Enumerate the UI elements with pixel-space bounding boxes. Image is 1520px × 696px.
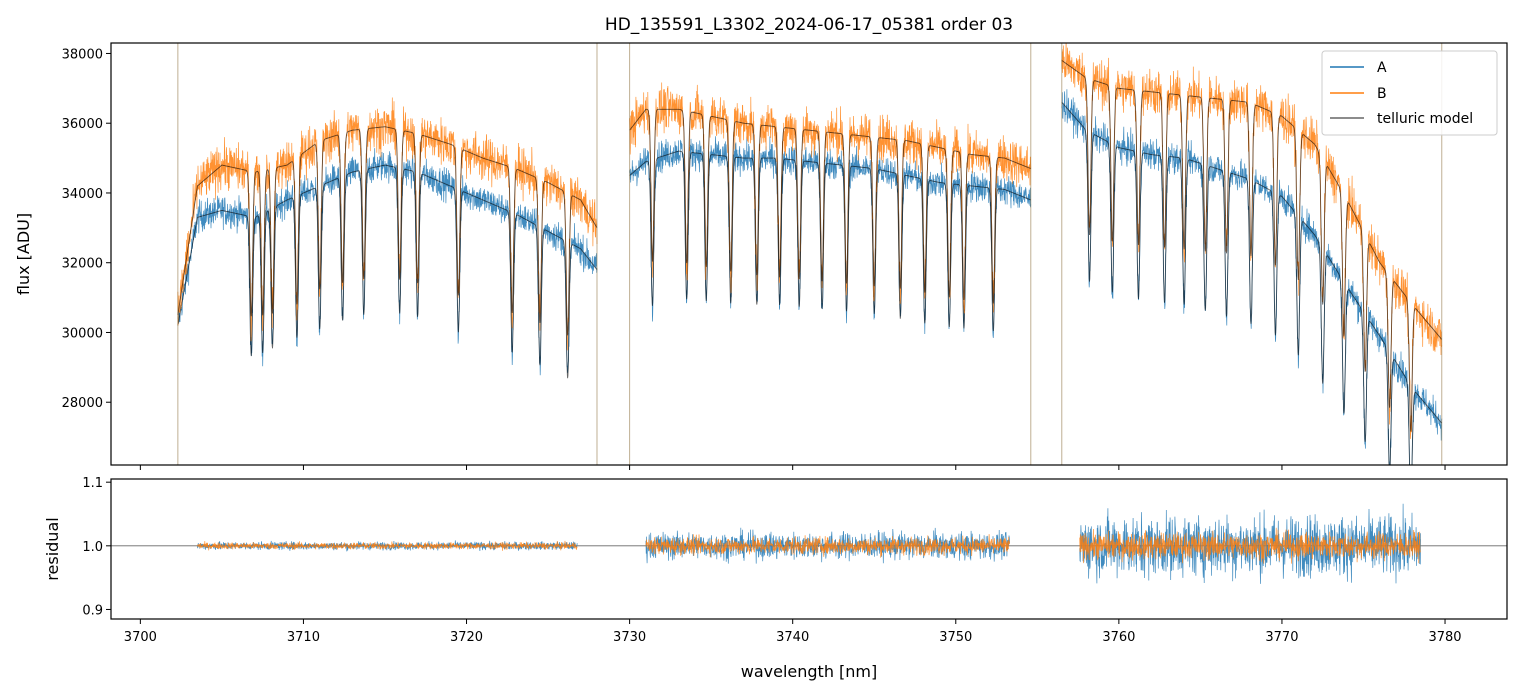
flux-series-b-segment-1	[177, 97, 598, 351]
flux-y-ticks: 28000 30000 32000 34000 36000 38000	[62, 47, 111, 411]
flux-y-axis-label: flux [ADU]	[14, 213, 33, 295]
x-tick-label: 3760	[1102, 630, 1135, 645]
legend-box	[1321, 50, 1498, 136]
x-tick-label: 3700	[124, 630, 157, 645]
x-axis-label: wavelength [nm]	[741, 662, 878, 681]
flux-y-tick-label: 30000	[62, 326, 103, 341]
telluric-model-b-segment-1	[177, 126, 598, 336]
residual-plot-area	[111, 503, 1507, 584]
flux-y-tick-label: 38000	[62, 47, 103, 62]
flux-series-b-segment-2	[629, 82, 1032, 314]
residual-y-ticks: 0.9 1.0 1.1	[82, 476, 111, 618]
x-tick-label: 3780	[1428, 630, 1461, 645]
residual-x-ticks: 3700 3710 3720 3730 3740 3750 3760 3770 3780	[124, 619, 1462, 645]
flux-y-tick-label: 34000	[62, 187, 103, 202]
telluric-model-b-segment-3	[1061, 60, 1443, 432]
telluric-model-a-segment-2	[629, 150, 1031, 332]
residual-series-b-segment-2	[645, 534, 1010, 558]
residual-y-tick-label: 1.1	[82, 476, 103, 491]
legend-label-telluric: telluric model	[1377, 111, 1473, 127]
telluric-model-a-segment-3	[1061, 101, 1443, 465]
x-tick-label: 3730	[613, 630, 646, 645]
residual-series-b-segment-3	[1079, 527, 1421, 564]
flux-plot-area	[177, 43, 1443, 465]
x-tick-label: 3720	[450, 630, 483, 645]
x-tick-label: 3750	[939, 630, 972, 645]
telluric-model-b-segment-2	[629, 108, 1032, 304]
flux-y-tick-label: 32000	[62, 257, 103, 272]
residual-y-axis-label: residual	[43, 517, 62, 580]
flux-y-tick-label: 28000	[62, 396, 103, 411]
flux-panel: 28000 30000 32000 34000 36000 38000 flux [ADU…	[14, 42, 1508, 470]
legend-label-b: B	[1377, 86, 1387, 102]
residual-y-tick-label: 1.0	[82, 540, 103, 555]
flux-y-tick-label: 36000	[62, 117, 103, 132]
residual-series-a-segment-3	[1079, 503, 1421, 584]
x-tick-label: 3710	[287, 630, 320, 645]
telluric-model-a-segment-1	[177, 164, 598, 379]
residual-series-b-segment-1	[197, 540, 578, 551]
flux-panel-frame	[110, 42, 1508, 466]
residual-y-tick-label: 0.9	[82, 603, 103, 618]
chart-title: HD_135591_L3302_2024-06-17_05381 order 0…	[605, 15, 1013, 35]
legend-label-a: A	[1377, 60, 1387, 76]
x-tick-label: 3740	[776, 630, 809, 645]
legend: A B telluric model	[1321, 50, 1498, 136]
x-tick-label: 3770	[1265, 630, 1298, 645]
residual-panel-frame	[110, 478, 1508, 620]
residual-panel: 0.91.01.1 3700 3710 3720 3730 3740 3750 3760 37…	[43, 476, 1508, 681]
flux-x-ticks	[139, 465, 1446, 470]
